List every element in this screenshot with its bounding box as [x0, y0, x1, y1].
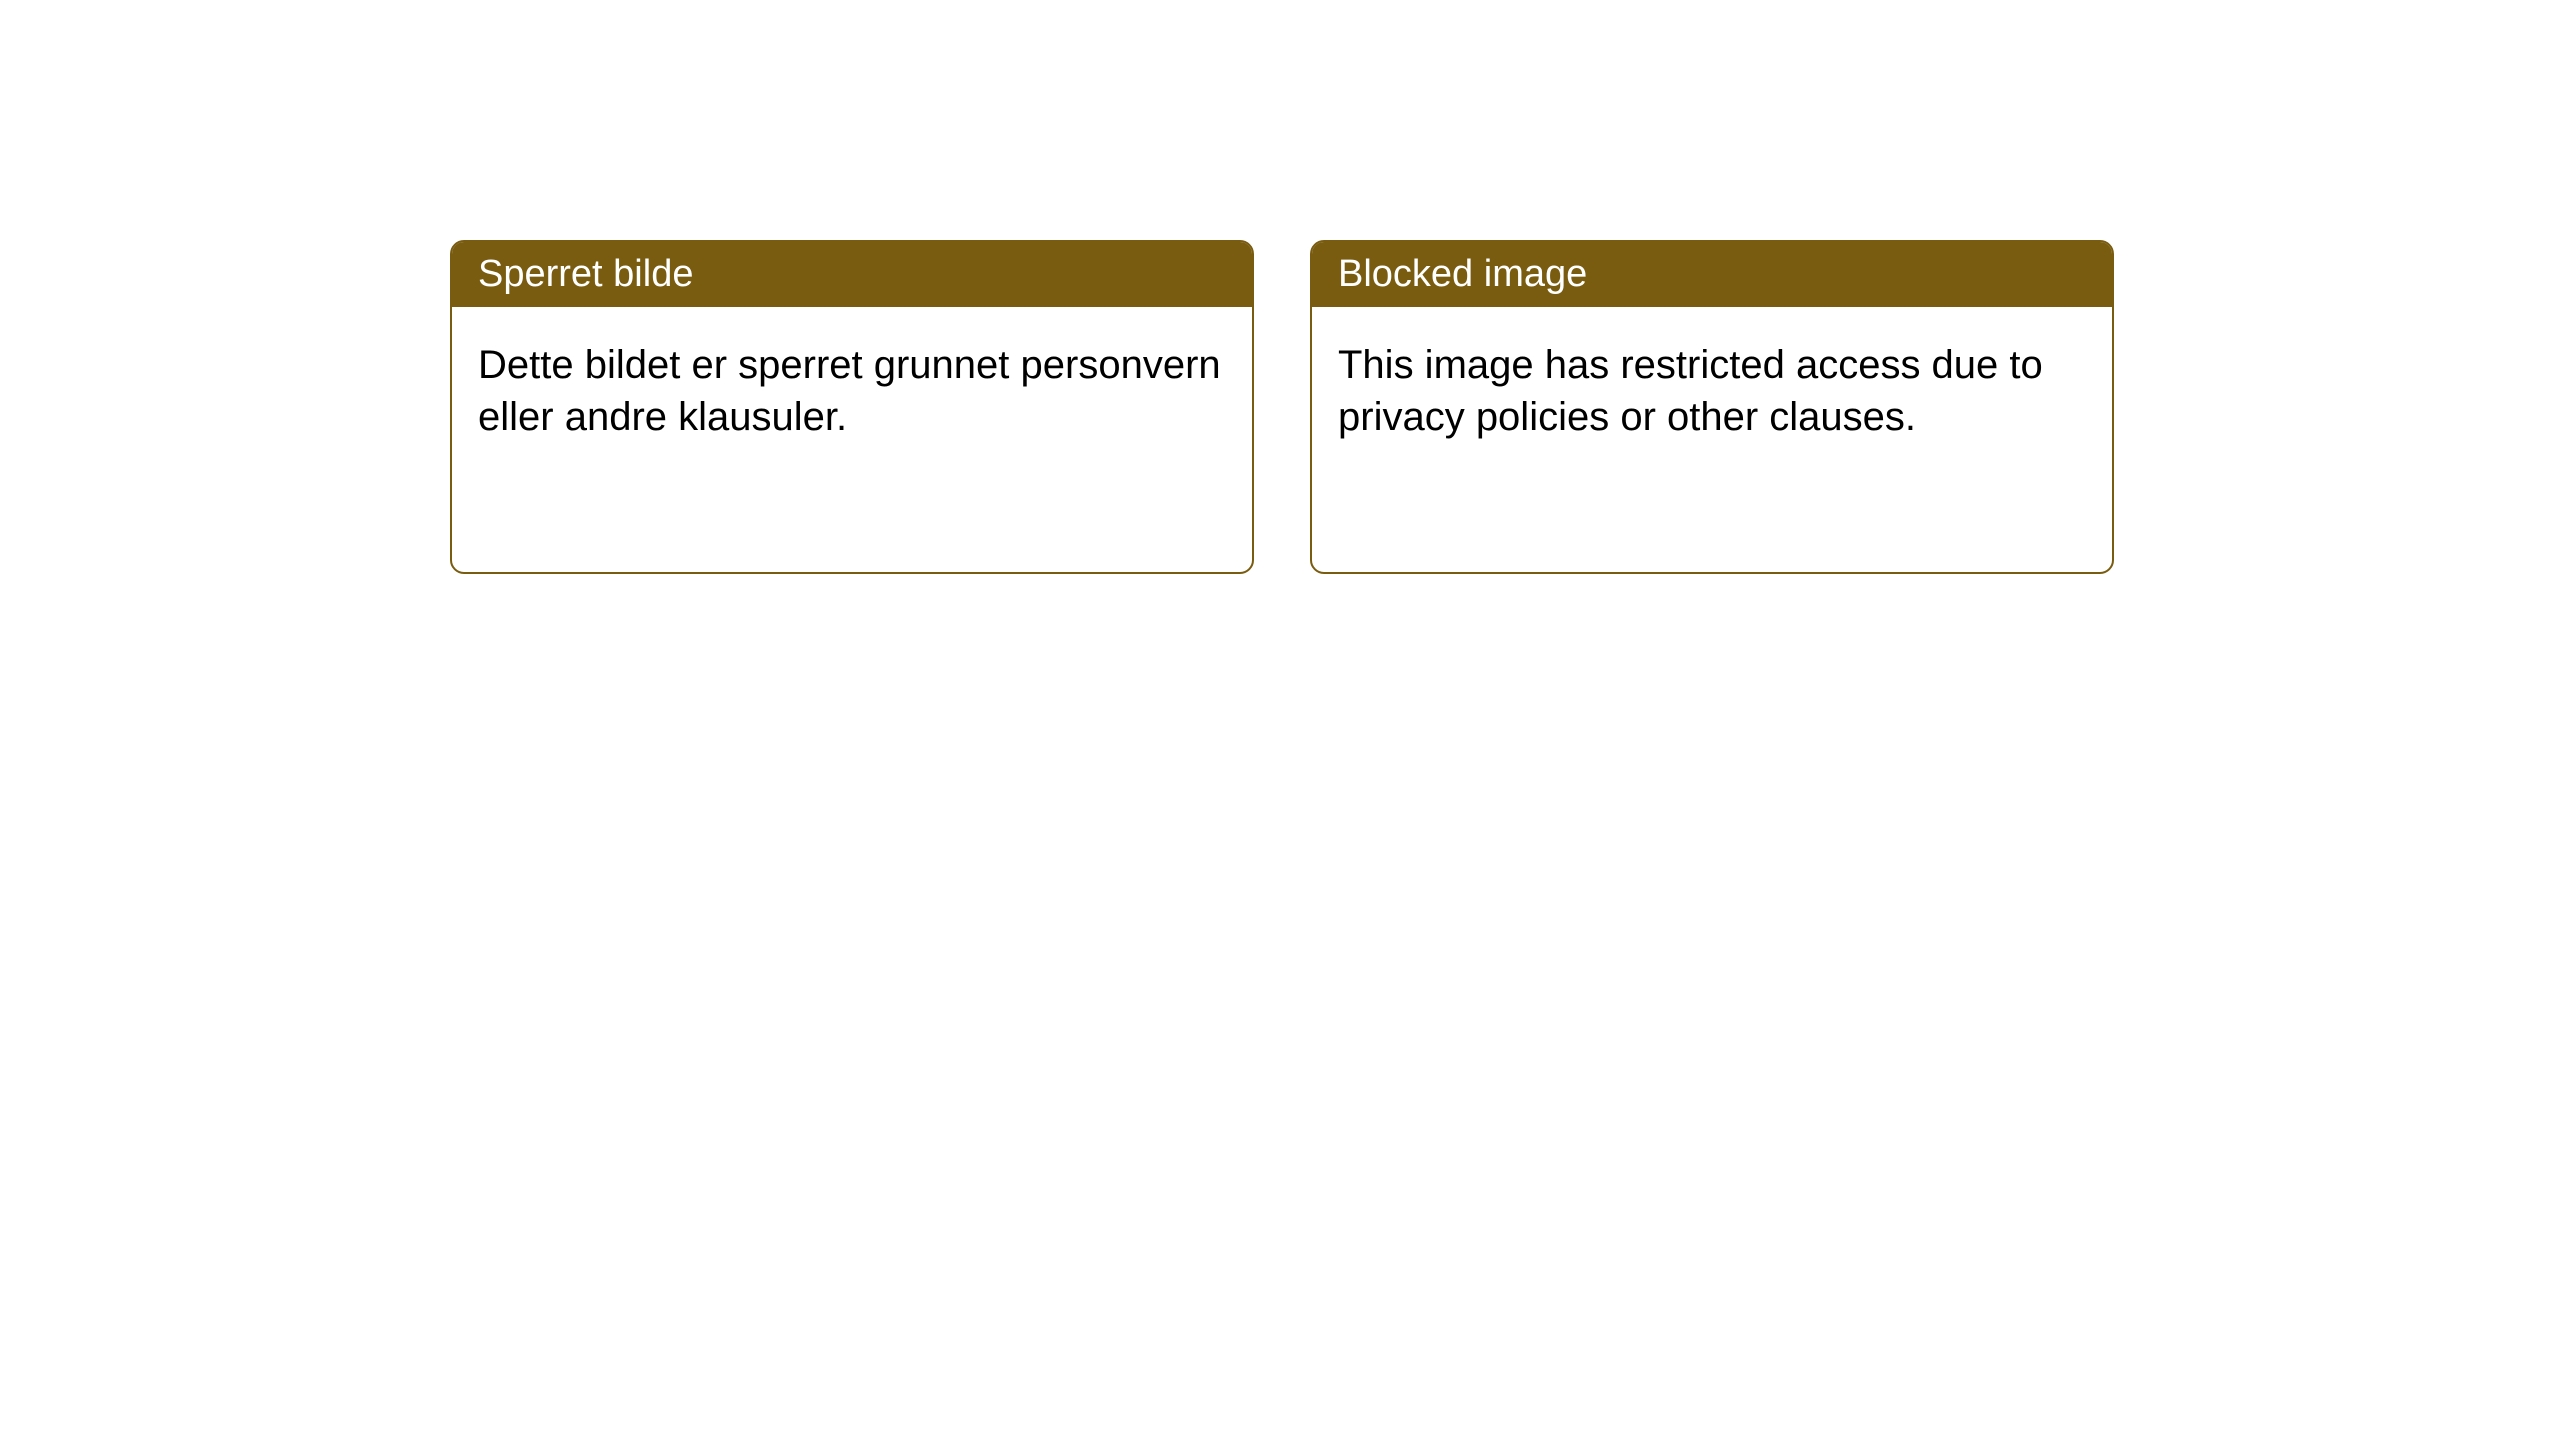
card-body-text-norwegian: Dette bildet er sperret grunnet personve…	[478, 343, 1221, 439]
card-title-norwegian: Sperret bilde	[478, 253, 693, 295]
notice-card-english: Blocked image This image has restricted …	[1310, 240, 2114, 574]
card-body-text-english: This image has restricted access due to …	[1338, 343, 2043, 439]
notice-cards-container: Sperret bilde Dette bildet er sperret gr…	[450, 240, 2114, 574]
card-header-norwegian: Sperret bilde	[452, 242, 1252, 307]
card-body-norwegian: Dette bildet er sperret grunnet personve…	[452, 307, 1252, 475]
card-title-english: Blocked image	[1338, 253, 1587, 295]
notice-card-norwegian: Sperret bilde Dette bildet er sperret gr…	[450, 240, 1254, 574]
card-body-english: This image has restricted access due to …	[1312, 307, 2112, 475]
card-header-english: Blocked image	[1312, 242, 2112, 307]
